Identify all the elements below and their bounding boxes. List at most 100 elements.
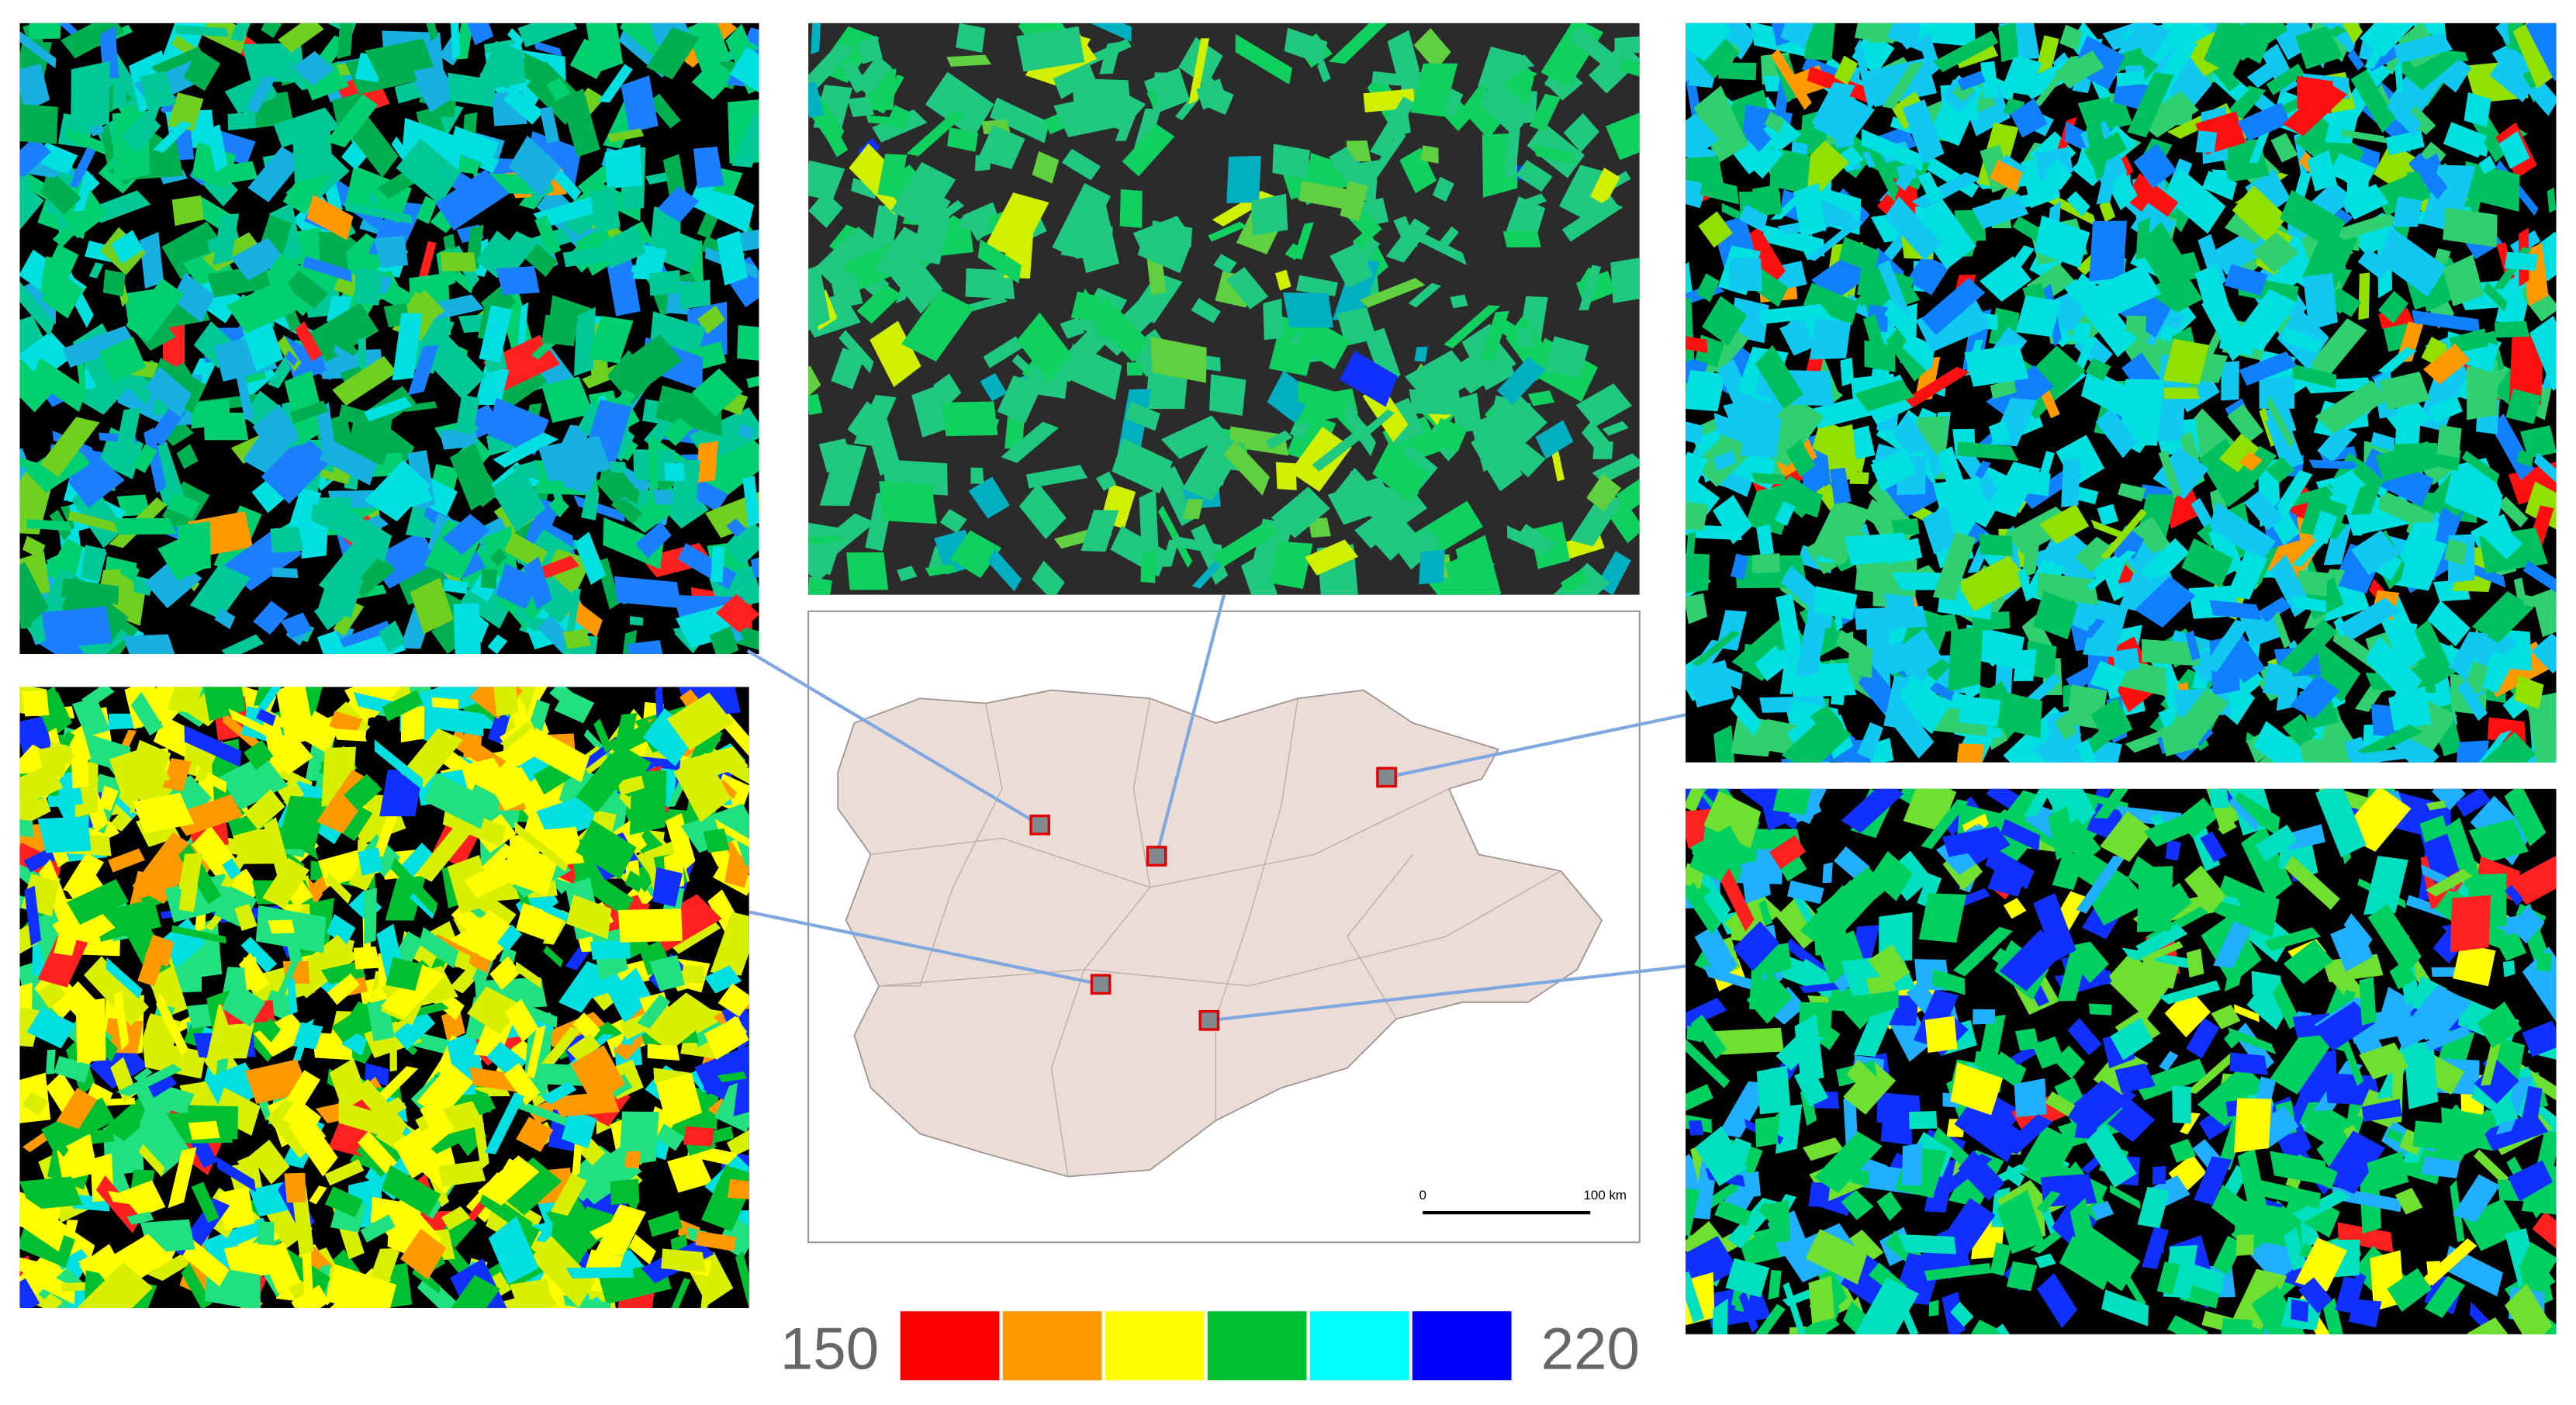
field [175, 25, 229, 37]
field [1988, 420, 2011, 445]
field [84, 956, 149, 1026]
field [1897, 1234, 1956, 1254]
field [507, 28, 524, 47]
field [380, 964, 446, 1019]
field [552, 168, 582, 202]
field [2441, 50, 2469, 62]
field [968, 476, 1010, 519]
field [488, 1216, 539, 1285]
field [535, 1026, 581, 1075]
field [2426, 800, 2446, 811]
field [2308, 459, 2360, 470]
field [1773, 475, 1820, 518]
field [562, 628, 591, 649]
field [156, 992, 188, 1057]
field [489, 547, 507, 567]
field [176, 444, 199, 469]
field [374, 235, 409, 268]
field [2431, 967, 2458, 977]
field-panel [19, 687, 749, 1308]
field [249, 1139, 290, 1185]
field [1731, 715, 1775, 757]
field [365, 459, 431, 522]
field [808, 365, 821, 396]
field [1208, 221, 1247, 242]
field [2519, 1241, 2557, 1282]
field [2483, 1113, 2549, 1151]
field [2136, 91, 2199, 138]
field [2423, 343, 2471, 385]
field [1571, 26, 1623, 76]
field [2494, 320, 2530, 338]
field [906, 111, 966, 157]
field [737, 324, 759, 361]
field [2198, 438, 2256, 507]
field [1018, 483, 1067, 539]
field [171, 925, 226, 944]
field [2260, 1179, 2321, 1209]
field [2253, 721, 2315, 763]
field [735, 1251, 749, 1308]
field [819, 443, 867, 506]
field [2361, 1099, 2402, 1123]
field [424, 773, 490, 829]
field [2474, 1060, 2519, 1104]
field [517, 302, 529, 352]
field [1570, 490, 1623, 547]
field [381, 1164, 441, 1216]
field [2143, 815, 2194, 847]
field [365, 39, 434, 78]
legend-swatch [1002, 1311, 1102, 1381]
field [1686, 531, 1696, 590]
field [2221, 1317, 2253, 1334]
field [80, 545, 106, 582]
field [1751, 472, 1786, 485]
field [1731, 116, 1802, 175]
field [1563, 112, 1599, 153]
field [2270, 1026, 2336, 1095]
field [396, 138, 461, 206]
field [2195, 130, 2218, 153]
field [145, 367, 192, 418]
field [2208, 520, 2243, 577]
field [2332, 1186, 2402, 1213]
field [254, 1013, 312, 1057]
field [1921, 799, 1969, 850]
field [542, 903, 571, 923]
field [648, 93, 681, 129]
field [143, 427, 167, 493]
field [2150, 42, 2212, 116]
field [260, 1241, 301, 1294]
field [2436, 424, 2462, 458]
field [2283, 81, 2348, 137]
field [2014, 1078, 2047, 1118]
field [318, 538, 381, 600]
field [851, 178, 876, 199]
field [2164, 988, 2211, 1038]
field [67, 510, 126, 535]
field [2034, 215, 2090, 268]
field [534, 215, 562, 256]
field [140, 231, 164, 289]
field [1902, 335, 1935, 372]
field [2352, 461, 2385, 493]
field [218, 1186, 255, 1231]
field [1361, 409, 1395, 436]
field [2200, 831, 2227, 863]
field [2377, 290, 2408, 324]
field [1957, 71, 1986, 91]
field [2055, 50, 2104, 88]
field [1739, 204, 1768, 233]
field [2468, 818, 2529, 863]
field [2464, 161, 2520, 212]
field [2135, 217, 2151, 260]
field [925, 563, 958, 576]
field [130, 691, 164, 736]
field [1834, 55, 1859, 85]
field [590, 940, 631, 960]
field [808, 556, 828, 583]
field [2450, 895, 2491, 953]
field [648, 955, 685, 991]
field [81, 687, 115, 708]
field [901, 289, 975, 362]
